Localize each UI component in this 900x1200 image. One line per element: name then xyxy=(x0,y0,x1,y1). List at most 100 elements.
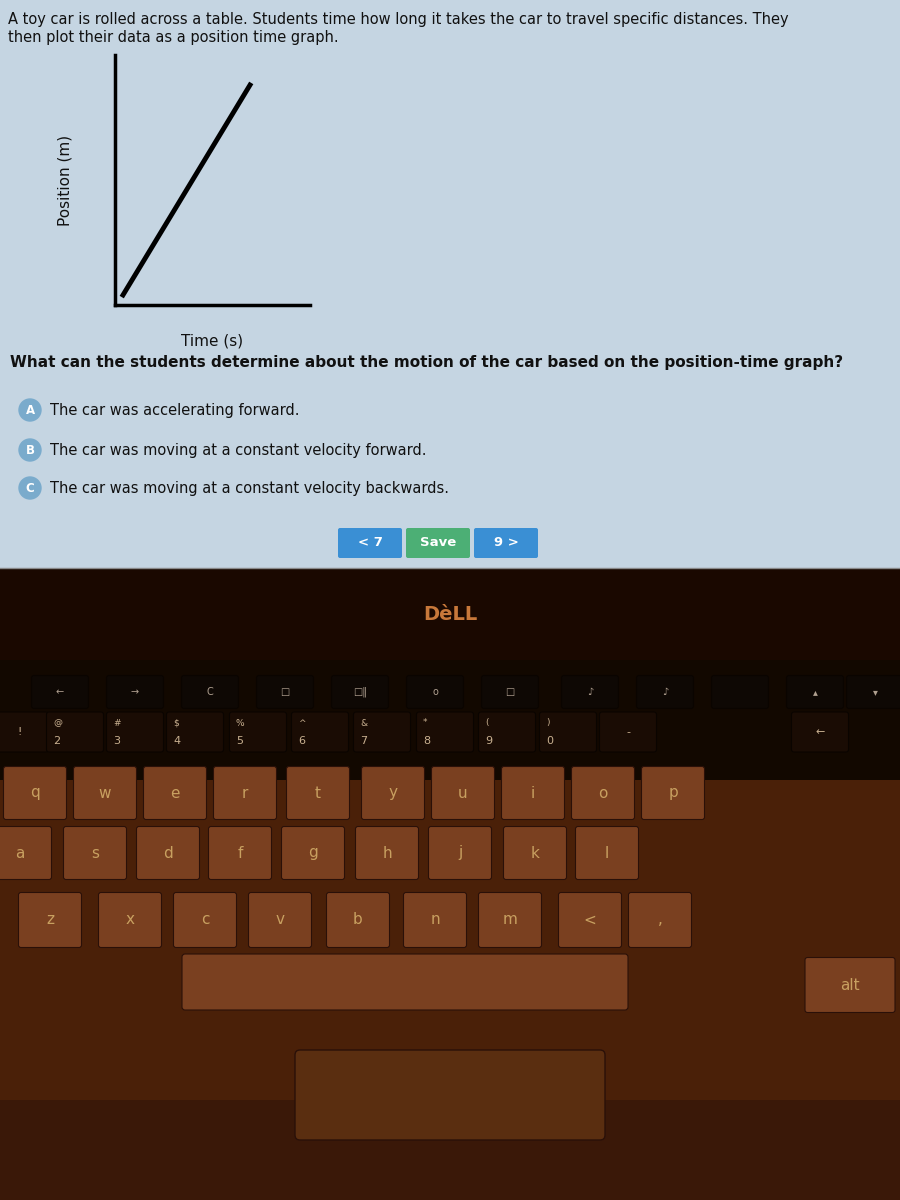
Text: -: - xyxy=(626,727,630,737)
Bar xyxy=(0,568,900,662)
FancyBboxPatch shape xyxy=(479,893,542,948)
Bar xyxy=(0,1100,900,1200)
FancyBboxPatch shape xyxy=(539,712,597,752)
FancyBboxPatch shape xyxy=(106,676,164,708)
Text: o: o xyxy=(432,686,438,697)
Text: Position (m): Position (m) xyxy=(58,134,73,226)
FancyBboxPatch shape xyxy=(182,954,628,1010)
FancyBboxPatch shape xyxy=(248,893,311,948)
Text: v: v xyxy=(275,912,284,928)
FancyBboxPatch shape xyxy=(428,827,491,880)
Text: a: a xyxy=(15,846,24,860)
Text: 2: 2 xyxy=(53,737,60,746)
Text: 4: 4 xyxy=(173,737,180,746)
FancyBboxPatch shape xyxy=(642,767,705,820)
FancyBboxPatch shape xyxy=(19,893,82,948)
FancyBboxPatch shape xyxy=(501,767,564,820)
Text: The car was moving at a constant velocity forward.: The car was moving at a constant velocit… xyxy=(50,443,427,457)
Text: q: q xyxy=(30,786,40,800)
Text: □: □ xyxy=(506,686,515,697)
FancyBboxPatch shape xyxy=(286,767,349,820)
Text: 6: 6 xyxy=(298,737,305,746)
Text: ,: , xyxy=(658,912,662,928)
FancyBboxPatch shape xyxy=(174,893,237,948)
FancyBboxPatch shape xyxy=(64,827,127,880)
Text: u: u xyxy=(458,786,468,800)
FancyBboxPatch shape xyxy=(559,893,622,948)
Text: m: m xyxy=(502,912,518,928)
FancyBboxPatch shape xyxy=(805,958,895,1013)
FancyBboxPatch shape xyxy=(282,827,345,880)
FancyBboxPatch shape xyxy=(256,676,313,708)
Text: b: b xyxy=(353,912,363,928)
Text: $: $ xyxy=(173,719,179,727)
FancyBboxPatch shape xyxy=(32,676,88,708)
FancyBboxPatch shape xyxy=(209,827,272,880)
Text: (: ( xyxy=(485,719,489,727)
FancyBboxPatch shape xyxy=(354,712,410,752)
FancyBboxPatch shape xyxy=(503,827,566,880)
Text: 3: 3 xyxy=(113,737,120,746)
Circle shape xyxy=(19,439,41,461)
Text: The car was accelerating forward.: The car was accelerating forward. xyxy=(50,402,300,418)
Text: →: → xyxy=(130,686,140,697)
Text: DèLL: DèLL xyxy=(423,606,477,624)
Circle shape xyxy=(19,398,41,421)
Text: then plot their data as a position time graph.: then plot their data as a position time … xyxy=(8,30,338,44)
Text: d: d xyxy=(163,846,173,860)
Text: c: c xyxy=(201,912,209,928)
FancyBboxPatch shape xyxy=(213,767,276,820)
FancyBboxPatch shape xyxy=(407,676,464,708)
FancyBboxPatch shape xyxy=(338,528,402,558)
Text: Time (s): Time (s) xyxy=(182,332,244,348)
FancyBboxPatch shape xyxy=(791,712,849,752)
Bar xyxy=(0,780,900,1200)
Text: s: s xyxy=(91,846,99,860)
Text: !: ! xyxy=(18,727,22,737)
Text: ←: ← xyxy=(56,686,64,697)
FancyBboxPatch shape xyxy=(331,676,389,708)
FancyBboxPatch shape xyxy=(292,712,348,752)
FancyBboxPatch shape xyxy=(106,712,164,752)
Text: j: j xyxy=(458,846,462,860)
Text: h: h xyxy=(382,846,392,860)
Text: What can the students determine about the motion of the car based on the positio: What can the students determine about th… xyxy=(10,355,843,370)
Text: x: x xyxy=(125,912,134,928)
Text: @: @ xyxy=(53,719,62,727)
Text: ▴: ▴ xyxy=(813,686,817,697)
Text: ▾: ▾ xyxy=(873,686,878,697)
Bar xyxy=(0,660,900,780)
Text: ←: ← xyxy=(815,727,824,737)
Text: p: p xyxy=(668,786,678,800)
FancyBboxPatch shape xyxy=(47,712,104,752)
Text: □‖: □‖ xyxy=(353,686,367,697)
FancyBboxPatch shape xyxy=(431,767,494,820)
Text: &: & xyxy=(360,719,367,727)
Text: 8: 8 xyxy=(423,737,430,746)
Text: r: r xyxy=(242,786,248,800)
FancyBboxPatch shape xyxy=(295,1050,605,1140)
Text: 9: 9 xyxy=(485,737,492,746)
Text: z: z xyxy=(46,912,54,928)
FancyBboxPatch shape xyxy=(166,712,223,752)
Text: < 7: < 7 xyxy=(357,536,382,550)
Text: <: < xyxy=(583,912,597,928)
Text: #: # xyxy=(113,719,121,727)
Text: o: o xyxy=(598,786,608,800)
Text: ♪: ♪ xyxy=(587,686,593,697)
FancyBboxPatch shape xyxy=(712,676,769,708)
FancyBboxPatch shape xyxy=(362,767,425,820)
FancyBboxPatch shape xyxy=(98,893,161,948)
Text: 7: 7 xyxy=(360,737,367,746)
Text: C: C xyxy=(25,481,34,494)
FancyBboxPatch shape xyxy=(0,827,51,880)
Text: C: C xyxy=(207,686,213,697)
Text: ): ) xyxy=(546,719,550,727)
FancyBboxPatch shape xyxy=(847,676,900,708)
FancyBboxPatch shape xyxy=(628,893,691,948)
FancyBboxPatch shape xyxy=(479,712,536,752)
Text: 9 >: 9 > xyxy=(493,536,518,550)
Text: alt: alt xyxy=(841,978,859,992)
Text: A: A xyxy=(25,403,34,416)
FancyBboxPatch shape xyxy=(406,528,470,558)
